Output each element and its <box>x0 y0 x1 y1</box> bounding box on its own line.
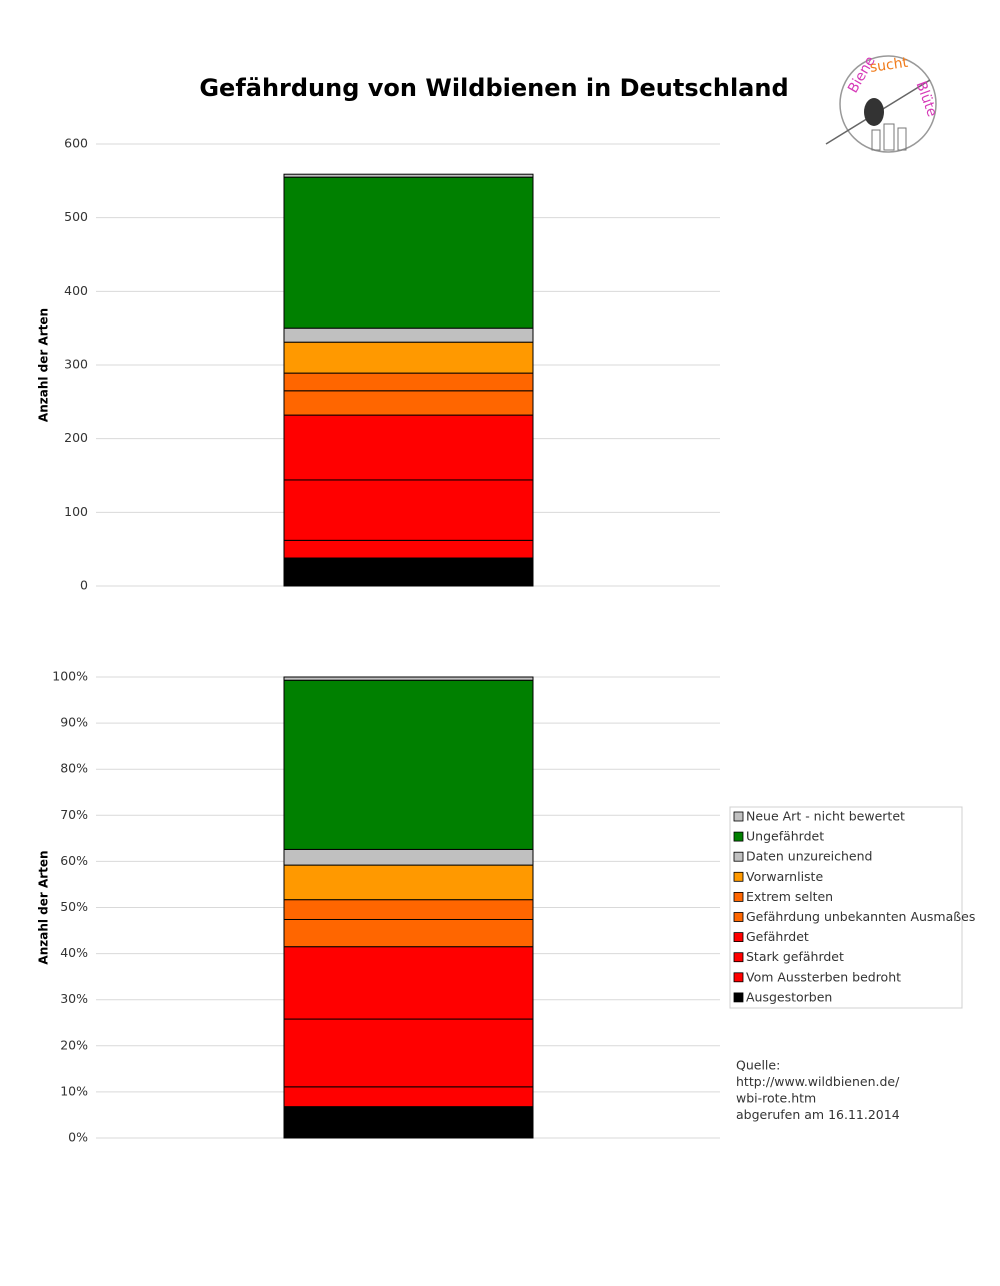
y-tick-label: 80% <box>60 761 88 776</box>
title: Gefährdung von Wildbienen in Deutschland <box>199 74 788 102</box>
legend-swatch <box>733 932 744 942</box>
legend-label: Vom Aussterben bedroht <box>746 969 901 984</box>
bar-segment <box>283 676 534 681</box>
logo: Biene sucht Blüte <box>825 54 940 153</box>
legend-swatch <box>733 952 744 963</box>
y-tick-label: 600 <box>64 136 88 151</box>
y-tick-label: 100% <box>52 669 88 684</box>
y-axis-label: Anzahl der Arten <box>37 850 51 964</box>
legend-box <box>729 806 963 1009</box>
y-tick-label: 70% <box>60 807 88 822</box>
bar-segment <box>283 372 534 392</box>
legend-label: Extrem selten <box>746 889 833 904</box>
y-tick-label: 100 <box>64 504 88 519</box>
legend-swatch <box>733 811 744 822</box>
bar-segment <box>283 341 534 374</box>
bar-segment <box>283 864 534 901</box>
y-tick-label: 300 <box>64 357 88 372</box>
legend-label: Gefährdet <box>746 929 809 944</box>
y-tick-label: 400 <box>64 283 88 298</box>
bar-segment <box>283 479 534 541</box>
legend-label: Gefährdung unbekannten Ausmaßes <box>746 909 975 924</box>
legend-swatch <box>733 892 744 902</box>
y-tick-label: 0% <box>68 1130 88 1145</box>
bar-segment <box>283 918 534 948</box>
legend-swatch <box>733 871 744 882</box>
legend-label: Neue Art - nicht bewertet <box>746 809 905 824</box>
legend-label: Ausgestorben <box>746 989 832 1004</box>
legend-label: Stark gefährdet <box>746 949 844 964</box>
bar-segment <box>283 1106 534 1139</box>
logo-circle <box>839 55 937 153</box>
source-note: Quelle: <box>736 1058 780 1073</box>
bar-segment <box>283 1086 534 1108</box>
bar-segment <box>283 679 534 850</box>
legend-swatch <box>733 831 744 842</box>
y-tick-label: 10% <box>60 1083 88 1098</box>
logo-building <box>871 129 881 151</box>
source-note: http://www.wildbienen.de/ <box>736 1074 900 1089</box>
bar-segment <box>283 173 534 178</box>
bar-segment <box>283 848 534 866</box>
bar-segment <box>283 176 534 329</box>
legend-swatch <box>733 851 744 862</box>
y-tick-label: 20% <box>60 1037 88 1052</box>
y-tick-label: 50% <box>60 899 88 914</box>
bar-segment <box>283 390 534 416</box>
y-tick-label: 30% <box>60 991 88 1006</box>
logo-word: sucht <box>869 55 910 76</box>
y-tick-label: 90% <box>60 715 88 730</box>
legend-swatch <box>733 912 744 922</box>
y-tick-label: 200 <box>64 430 88 445</box>
logo-building <box>883 123 895 151</box>
y-tick-label: 40% <box>60 945 88 960</box>
bar-segment <box>283 899 534 920</box>
logo-building <box>897 127 907 151</box>
legend-swatch <box>733 992 744 1003</box>
legend-label: Vorwarnliste <box>746 869 823 884</box>
bar-segment <box>283 1018 534 1088</box>
legend-label: Ungefährdet <box>746 829 824 844</box>
bar-segment <box>283 539 534 559</box>
y-tick-label: 0 <box>80 578 88 593</box>
y-tick-label: 60% <box>60 853 88 868</box>
y-tick-label: 500 <box>64 209 88 224</box>
legend-swatch <box>733 972 744 983</box>
bar-segment <box>283 557 534 587</box>
y-axis-label: Anzahl der Arten <box>37 308 51 422</box>
source-note: abgerufen am 16.11.2014 <box>736 1107 900 1122</box>
bar-segment <box>283 414 534 481</box>
legend-label: Daten unzureichend <box>746 849 872 864</box>
bar-segment <box>283 946 534 1020</box>
source-note: wbi-rote.htm <box>736 1091 816 1106</box>
logo-bee <box>864 98 884 126</box>
bar-segment <box>283 327 534 343</box>
